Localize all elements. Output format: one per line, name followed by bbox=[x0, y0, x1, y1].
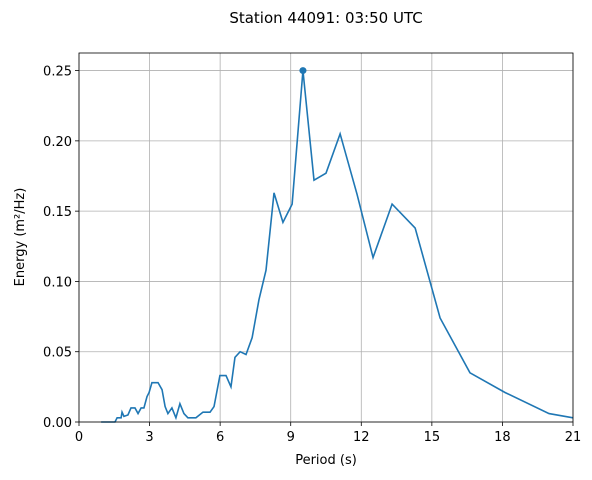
x-tick-label: 18 bbox=[494, 430, 511, 445]
y-tick-label: 0.15 bbox=[43, 205, 72, 220]
x-tick-label: 0 bbox=[75, 430, 83, 445]
x-tick-label: 15 bbox=[424, 430, 441, 445]
y-tick-label: 0.10 bbox=[43, 275, 72, 290]
peak-marker bbox=[299, 67, 307, 75]
plot-frame bbox=[78, 52, 574, 423]
y-axis-label: Energy (m²/Hz) bbox=[13, 188, 28, 287]
y-tick-label: 0.00 bbox=[43, 416, 72, 431]
y-tick-label: 0.05 bbox=[43, 346, 72, 361]
x-axis-label: Period (s) bbox=[295, 453, 357, 468]
chart-title: Station 44091: 03:50 UTC bbox=[229, 9, 422, 27]
y-tick-label: 0.25 bbox=[43, 65, 72, 80]
y-tick-label: 0.20 bbox=[43, 135, 72, 150]
x-tick-label: 21 bbox=[565, 430, 582, 445]
x-tick-label: 12 bbox=[353, 430, 370, 445]
line-series bbox=[101, 70, 574, 423]
x-tick-label: 6 bbox=[216, 430, 224, 445]
x-tick-label: 3 bbox=[145, 430, 153, 445]
x-tick-label: 9 bbox=[287, 430, 295, 445]
